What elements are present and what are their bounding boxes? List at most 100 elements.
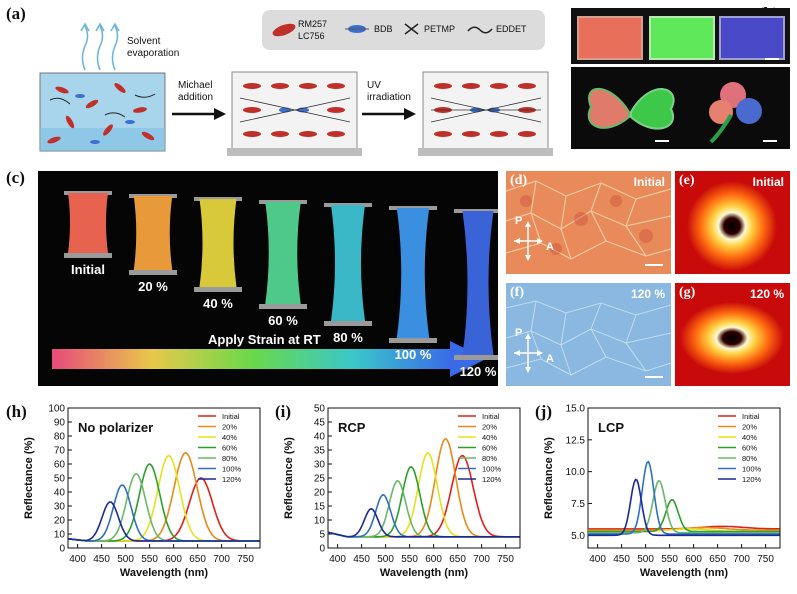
y-tick-label: 35 — [314, 446, 326, 457]
y-tick-label: 5.0 — [571, 531, 585, 542]
strain-sample-1 — [129, 194, 177, 275]
x-tick-label: 550 — [661, 554, 678, 565]
y-tick-label: 10.0 — [566, 467, 586, 478]
strain-label: 20 % — [138, 279, 168, 294]
legend-entry: 80% — [742, 454, 757, 463]
texture-pattern — [506, 180, 671, 260]
y-tick-label: 5 — [319, 530, 325, 541]
x-tick-label: 550 — [401, 554, 418, 565]
x-tick-label: 750 — [237, 554, 254, 565]
x-tick-label: 750 — [497, 554, 514, 565]
red-film-sample — [577, 16, 643, 60]
y-tick-label: 15.0 — [566, 404, 586, 415]
panel-label-j: (j) — [535, 402, 552, 421]
strain-label: 80 % — [333, 330, 363, 345]
analyzer-a-label: A — [546, 353, 554, 365]
panel-label-h: (h) — [6, 402, 27, 421]
legend-entry: 20% — [482, 423, 497, 432]
scale-bar — [763, 140, 777, 142]
y-tick-label: 7.5 — [571, 499, 585, 510]
x-tick-label: 600 — [685, 554, 702, 565]
petmp-icon — [404, 23, 419, 35]
y-tick-label: 80 — [54, 432, 66, 443]
legend-entry: 120% — [482, 475, 502, 484]
x-tick-label: 650 — [189, 554, 206, 565]
legend-eddet: EDDET — [496, 24, 527, 34]
legend-entry: 80% — [482, 454, 497, 463]
legend-entry: 60% — [222, 444, 237, 453]
saxs-120-label: 120 % — [749, 287, 784, 301]
x-tick-label: 400 — [589, 554, 606, 565]
panel-label-c: (c) — [6, 168, 25, 187]
y-tick-label: 50 — [54, 474, 66, 485]
y-tick-label: 60 — [54, 460, 66, 471]
michael-label-1: Michael — [178, 80, 212, 91]
x-tick-label: 500 — [117, 554, 134, 565]
saxs-initial-label: Initial — [752, 175, 784, 189]
series-line-60pct — [588, 498, 780, 533]
legend-entry: 80% — [222, 454, 237, 463]
strain-label: 120 % — [459, 364, 497, 379]
y-tick-label: 45 — [314, 418, 326, 429]
legend-entry: 120% — [742, 475, 762, 484]
x-axis-label: Wavelength (nm) — [380, 567, 469, 579]
x-tick-label: 600 — [425, 554, 442, 565]
spectrum-chart-no-polarizer: 400 450 500 550 600 650 700 750 0 10 20 30 40 50 60 70 8… — [23, 404, 261, 579]
chart-title: RCP — [338, 420, 366, 435]
strain-label: Initial — [71, 262, 105, 277]
strain-sample-5 — [389, 206, 437, 343]
strain-arrow-label: Apply Strain at RT — [208, 332, 321, 347]
legend-entry: 120% — [222, 475, 242, 484]
panel-label-f: (f) — [510, 285, 524, 300]
strain-samples — [52, 191, 498, 377]
scale-bar — [765, 58, 779, 60]
legend-entry: 60% — [482, 444, 497, 453]
rm257-mesogen-icon — [272, 23, 296, 37]
legend-entry: 40% — [742, 433, 757, 442]
blue-film-sample — [719, 16, 785, 60]
y-tick-label: 20 — [314, 488, 326, 499]
x-tick-label: 500 — [377, 554, 394, 565]
legend-entry: Initial — [482, 412, 500, 421]
legend-entry: 20% — [742, 423, 757, 432]
x-tick-label: 400 — [329, 554, 346, 565]
saxs-pattern-initial: (e) Initial — [675, 171, 790, 274]
y-tick-label: 70 — [54, 446, 66, 457]
x-axis-label: Wavelength (nm) — [120, 567, 209, 579]
strain-photo-panel: Apply Strain at RT Initial 20 % 40 % 60 % 80… — [38, 171, 498, 386]
series-line-120pct — [588, 478, 780, 537]
y-tick-label: 12.5 — [566, 435, 586, 446]
texture-pattern — [506, 300, 671, 376]
analyzer-a-label: A — [546, 241, 554, 253]
pom-image-120: (f) 120 % P A — [506, 283, 671, 386]
legend-entry: Initial — [222, 412, 240, 421]
y-tick-label: 40 — [314, 432, 326, 443]
y-tick-label: 20 — [54, 516, 66, 527]
butterfly-shape — [587, 87, 675, 130]
y-axis-label: Reflectance (%) — [543, 437, 555, 519]
legend-entry: 40% — [222, 433, 237, 442]
vapor-arrows-icon — [80, 22, 120, 71]
legend-entry: Initial — [742, 412, 760, 421]
panel-label-g: (g) — [679, 285, 696, 300]
legend-bdb: BDB — [374, 24, 393, 34]
x-tick-label: 500 — [637, 554, 654, 565]
clover-shape — [709, 82, 762, 144]
polarizer-p-label: P — [515, 215, 523, 227]
arrow-right-icon — [172, 108, 226, 120]
y-axis-label: Reflectance (%) — [23, 437, 35, 519]
polarizer-axes-icon — [514, 221, 543, 261]
scattering-arcs — [680, 302, 784, 374]
legend-rm257: RM257 — [298, 19, 327, 29]
x-tick-label: 550 — [141, 554, 158, 565]
pom-image-initial: (d) Initial P A — [506, 171, 671, 274]
legend-entry: 20% — [222, 423, 237, 432]
strain-sample-4 — [324, 203, 372, 326]
x-tick-label: 600 — [165, 554, 182, 565]
series-line-120pct — [67, 501, 260, 542]
x-tick-label: 700 — [473, 554, 490, 565]
strain-label: 100 % — [394, 347, 432, 362]
x-tick-label: 400 — [69, 554, 86, 565]
scale-bar — [655, 140, 669, 142]
pom-120-label: 120 % — [630, 287, 665, 301]
